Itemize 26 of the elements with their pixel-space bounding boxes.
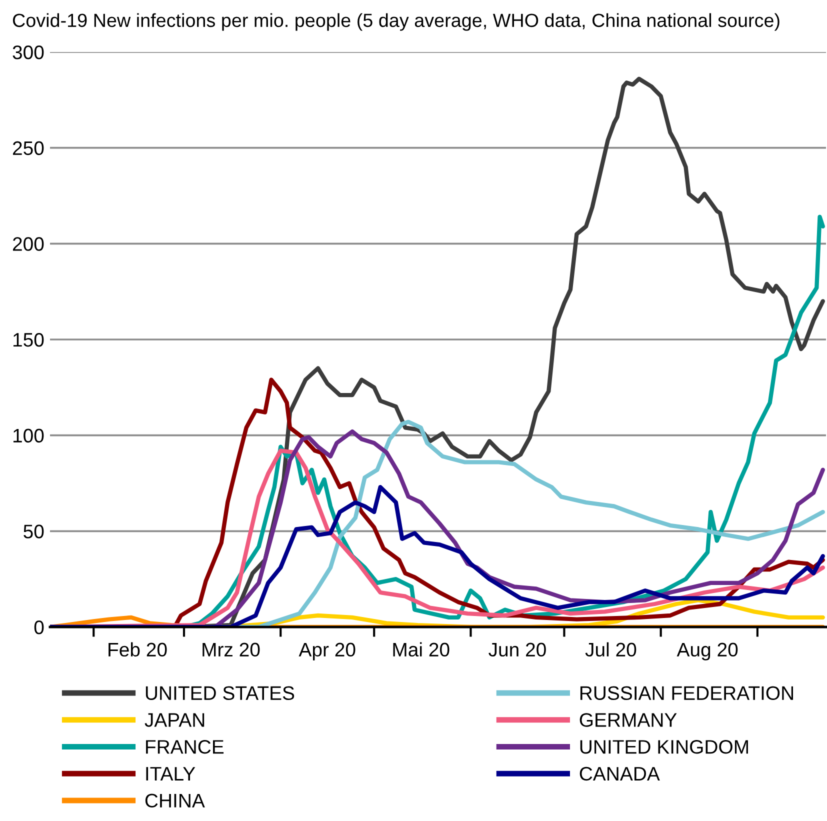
x-tick-label: Feb 20: [108, 642, 167, 657]
x-tick-label: Apr 20: [298, 642, 356, 660]
y-tick-label: 150: [13, 332, 44, 347]
legend-label: UNITED KINGDOM: [580, 740, 748, 754]
legend-label: ITALY: [146, 767, 196, 780]
y-tick-label: 200: [12, 237, 44, 251]
legend-label: FRANCE: [146, 740, 224, 754]
y-tick-label: 0: [34, 620, 44, 634]
line-series: [50, 485, 825, 627]
legend-label: JAPAN: [144, 713, 204, 727]
y-tick-label: 100: [13, 428, 44, 443]
legend-label: RUSSIAN FEDERATION: [580, 686, 794, 700]
x-tick-label: Jul 20: [585, 642, 636, 657]
legend-label: UNITED STATES: [146, 686, 294, 700]
legend-label: CHINA: [145, 794, 205, 808]
y-tick-label: 250: [12, 141, 44, 156]
x-tick-label: Mrz 20: [202, 642, 260, 657]
y-tick-label: 300: [12, 45, 44, 60]
chart-title: Covid-19 New infections per mio. people (5 day average, WHO data, China national source): [12, 13, 780, 31]
legend-label: GERMANY: [580, 713, 677, 727]
line-series: [50, 615, 825, 627]
x-tick-label: Jun 20: [488, 642, 546, 657]
legend-label: CANADA: [580, 766, 660, 781]
y-tick-label: 50: [24, 524, 44, 538]
x-tick-label: Aug 20: [676, 642, 738, 660]
x-tick-label: Mai 20: [393, 642, 450, 657]
